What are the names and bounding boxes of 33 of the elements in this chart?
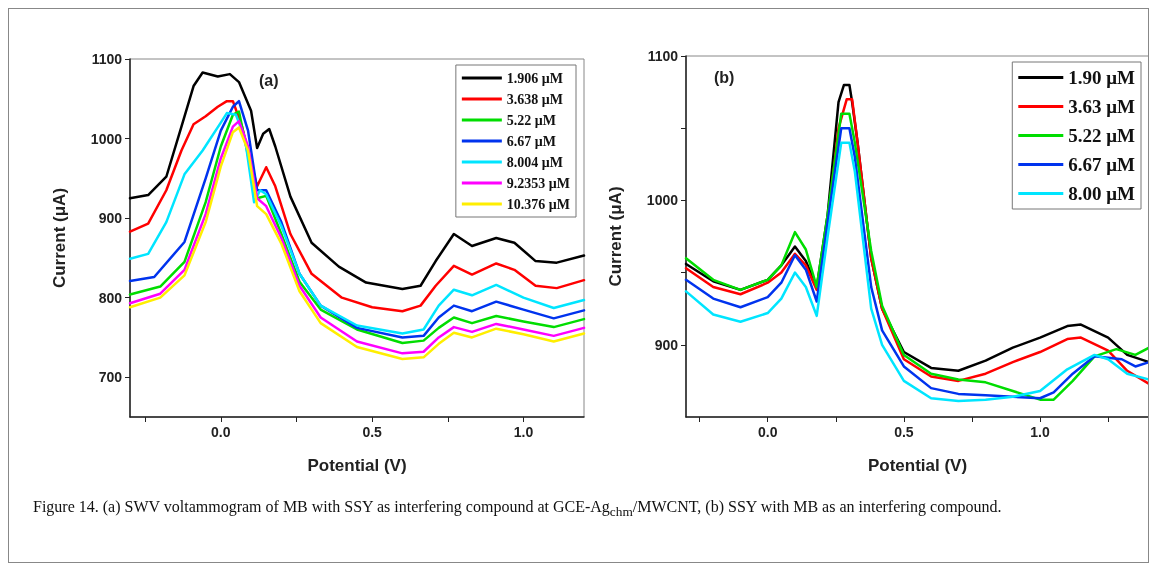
legend-label: 9.2353 μM bbox=[506, 175, 571, 191]
y-axis-title: Current (μA) bbox=[50, 187, 69, 289]
x-tick-label: 0.5 bbox=[362, 424, 383, 440]
legend-label: 5.22 μM bbox=[1068, 125, 1136, 146]
x-axis-title: Potential (V) bbox=[307, 456, 407, 475]
text: (a) bbox=[259, 71, 279, 89]
caption: Figure 14. (a) SWV voltammogram of MB with SSY as interfering compound at GCE-Ag$_{chm}$/MWCNT, (b) SSY with MB as an interfering compound. bbox=[33, 497, 1003, 522]
legend-label: 3.63 μM bbox=[1068, 96, 1136, 117]
x-tick-label: 0.0 bbox=[211, 424, 231, 440]
legend-label: 5.22 μM bbox=[506, 112, 557, 128]
text: (b) bbox=[714, 68, 735, 86]
y-tick-label: 1100 bbox=[647, 48, 679, 64]
y-tick-label: 1000 bbox=[90, 130, 123, 147]
legend-label: 10.376 μM bbox=[506, 196, 571, 212]
y-tick-label: 900 bbox=[98, 210, 123, 227]
legend-label: 8.004 μM bbox=[506, 154, 564, 170]
y-tick-label: 800 bbox=[98, 289, 123, 306]
x-axis-title: Potential (V) bbox=[867, 456, 968, 475]
legend-label: 3.638 μM bbox=[506, 91, 564, 107]
y-axis-title: Current (μA) bbox=[606, 186, 625, 287]
y-tick-label: 700 bbox=[98, 369, 123, 386]
y-tick-label: 1000 bbox=[646, 192, 679, 209]
y-tick-label: 900 bbox=[654, 336, 679, 353]
legend-label: 6.67 μM bbox=[506, 133, 557, 149]
legend-label: 6.67 μM bbox=[1068, 154, 1136, 175]
x-tick-label: 0.0 bbox=[757, 424, 778, 440]
legend-label: 1.90 μM bbox=[1068, 67, 1136, 88]
y-tick-label: 1100 bbox=[91, 51, 123, 67]
x-tick-label: 0.5 bbox=[894, 424, 914, 440]
legend-label: 8.00 μM bbox=[1068, 183, 1136, 204]
x-tick-label: 1.0 bbox=[1030, 424, 1050, 440]
x-tick-label: 1.0 bbox=[513, 424, 534, 440]
legend-label: 1.906 μM bbox=[506, 70, 564, 86]
